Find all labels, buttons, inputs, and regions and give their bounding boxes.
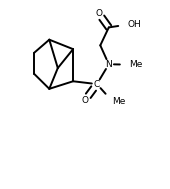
Text: Me: Me <box>129 60 143 69</box>
Text: O: O <box>95 9 102 18</box>
Text: O: O <box>81 96 89 105</box>
Text: OH: OH <box>128 20 141 29</box>
Text: C: C <box>94 80 100 89</box>
Text: Me: Me <box>112 97 126 106</box>
Text: N: N <box>105 60 112 69</box>
